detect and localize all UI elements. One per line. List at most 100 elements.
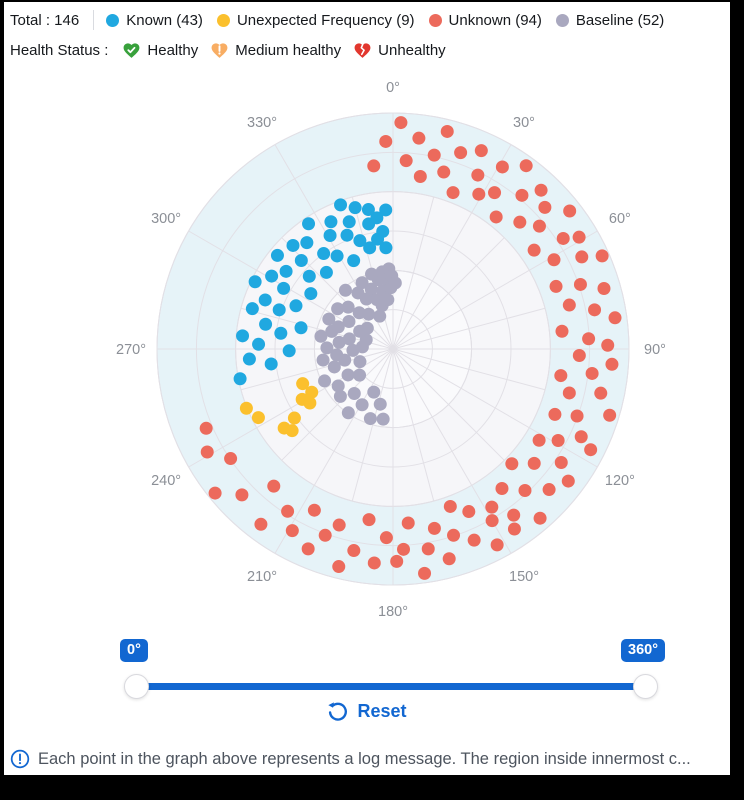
data-point-known[interactable] — [379, 203, 393, 217]
data-point-unknown[interactable] — [605, 357, 619, 371]
data-point-unknown[interactable] — [281, 504, 295, 518]
data-point-baseline[interactable] — [388, 276, 402, 290]
data-point-unknown[interactable] — [488, 186, 502, 200]
reset-button[interactable]: Reset — [4, 701, 730, 722]
legend-item-unexpected-frequency[interactable]: Unexpected Frequency (9) — [216, 12, 415, 29]
data-point-known[interactable] — [248, 275, 262, 289]
data-point-unknown[interactable] — [562, 386, 576, 400]
data-point-unknown[interactable] — [585, 366, 599, 380]
data-point-known[interactable] — [270, 248, 284, 262]
data-point-known[interactable] — [300, 236, 314, 250]
data-point-unknown[interactable] — [332, 518, 346, 532]
data-point-baseline[interactable] — [347, 387, 361, 401]
data-point-known[interactable] — [323, 228, 337, 242]
data-point-known[interactable] — [376, 224, 390, 238]
data-point-known[interactable] — [282, 344, 296, 358]
data-point-known[interactable] — [259, 317, 273, 331]
data-point-known[interactable] — [347, 254, 361, 268]
legend-item-baseline[interactable]: Baseline (52) — [555, 12, 664, 29]
data-point-unknown[interactable] — [472, 187, 486, 201]
data-point-known[interactable] — [302, 269, 316, 283]
data-point-unknown[interactable] — [208, 486, 222, 500]
data-point-known[interactable] — [342, 215, 356, 229]
data-point-baseline[interactable] — [330, 348, 344, 362]
data-point-known[interactable] — [361, 203, 375, 217]
data-point-known[interactable] — [258, 293, 272, 307]
data-point-unknown[interactable] — [440, 124, 454, 138]
data-point-known[interactable] — [302, 217, 316, 231]
data-point-unknown[interactable] — [332, 560, 346, 574]
data-point-baseline[interactable] — [342, 332, 356, 346]
data-point-unknown[interactable] — [200, 445, 214, 459]
data-point-baseline[interactable] — [327, 360, 341, 374]
slider-handle-min[interactable] — [124, 674, 149, 699]
data-point-known[interactable] — [294, 253, 308, 267]
data-point-unknown[interactable] — [418, 566, 432, 580]
data-point-known[interactable] — [330, 249, 344, 263]
data-point-baseline[interactable] — [322, 312, 336, 326]
data-point-unknown[interactable] — [608, 311, 622, 325]
data-point-baseline[interactable] — [341, 300, 355, 314]
data-point-unknown[interactable] — [548, 407, 562, 421]
data-point-unknown[interactable] — [527, 243, 541, 257]
data-point-unknown[interactable] — [507, 508, 521, 522]
data-point-unknown[interactable] — [518, 484, 532, 498]
data-point-unknown[interactable] — [513, 215, 527, 229]
data-point-unknown[interactable] — [515, 188, 529, 202]
data-point-baseline[interactable] — [355, 276, 369, 290]
data-point-unknown[interactable] — [454, 146, 468, 160]
data-point-unknown[interactable] — [597, 282, 611, 296]
data-point-unknown[interactable] — [574, 430, 588, 444]
slider-handle-max[interactable] — [633, 674, 658, 699]
data-point-unknown[interactable] — [562, 298, 576, 312]
data-point-unknown[interactable] — [267, 479, 281, 493]
data-point-unknown[interactable] — [542, 483, 556, 497]
data-point-unknown[interactable] — [307, 503, 321, 517]
data-point-known[interactable] — [277, 281, 291, 295]
legend-item-unknown[interactable]: Unknown (94) — [428, 12, 542, 29]
data-point-unknown[interactable] — [533, 511, 547, 525]
data-point-known[interactable] — [319, 265, 333, 279]
data-point-unknown[interactable] — [443, 499, 457, 513]
data-point-unknown[interactable] — [554, 369, 568, 383]
data-point-known[interactable] — [324, 215, 338, 229]
data-point-unknown[interactable] — [421, 542, 435, 556]
data-point-known[interactable] — [348, 201, 362, 215]
data-point-baseline[interactable] — [373, 309, 387, 323]
data-point-unknown[interactable] — [235, 488, 249, 502]
data-point-unknown[interactable] — [554, 455, 568, 469]
data-point-unexpected-frequency[interactable] — [305, 385, 319, 399]
data-point-unknown[interactable] — [532, 433, 546, 447]
data-point-unknown[interactable] — [446, 186, 460, 200]
data-point-unknown[interactable] — [507, 522, 521, 536]
data-point-baseline[interactable] — [359, 292, 373, 306]
data-point-unknown[interactable] — [318, 528, 332, 542]
data-point-unknown[interactable] — [362, 513, 376, 527]
data-point-unknown[interactable] — [462, 505, 476, 519]
data-point-known[interactable] — [265, 269, 279, 283]
data-point-known[interactable] — [236, 329, 250, 343]
data-point-baseline[interactable] — [341, 368, 355, 382]
data-point-unknown[interactable] — [551, 434, 565, 448]
data-point-unknown[interactable] — [505, 457, 519, 471]
data-point-unknown[interactable] — [582, 332, 596, 346]
data-point-unknown[interactable] — [572, 349, 586, 363]
data-point-unknown[interactable] — [561, 474, 575, 488]
data-point-unknown[interactable] — [603, 408, 617, 422]
data-point-known[interactable] — [363, 241, 377, 255]
data-point-baseline[interactable] — [318, 374, 332, 388]
data-point-unknown[interactable] — [379, 134, 393, 148]
data-point-known[interactable] — [272, 303, 286, 317]
data-point-known[interactable] — [317, 247, 331, 261]
data-point-baseline[interactable] — [360, 321, 374, 335]
data-point-unknown[interactable] — [367, 556, 381, 570]
data-point-unknown[interactable] — [442, 552, 456, 566]
data-point-known[interactable] — [274, 326, 288, 340]
data-point-unexpected-frequency[interactable] — [287, 411, 301, 425]
data-point-baseline[interactable] — [341, 406, 355, 420]
data-point-unknown[interactable] — [547, 253, 561, 267]
data-point-unknown[interactable] — [563, 204, 577, 218]
slider-track[interactable] — [136, 683, 645, 690]
data-point-baseline[interactable] — [362, 307, 376, 321]
data-point-unknown[interactable] — [495, 481, 509, 495]
